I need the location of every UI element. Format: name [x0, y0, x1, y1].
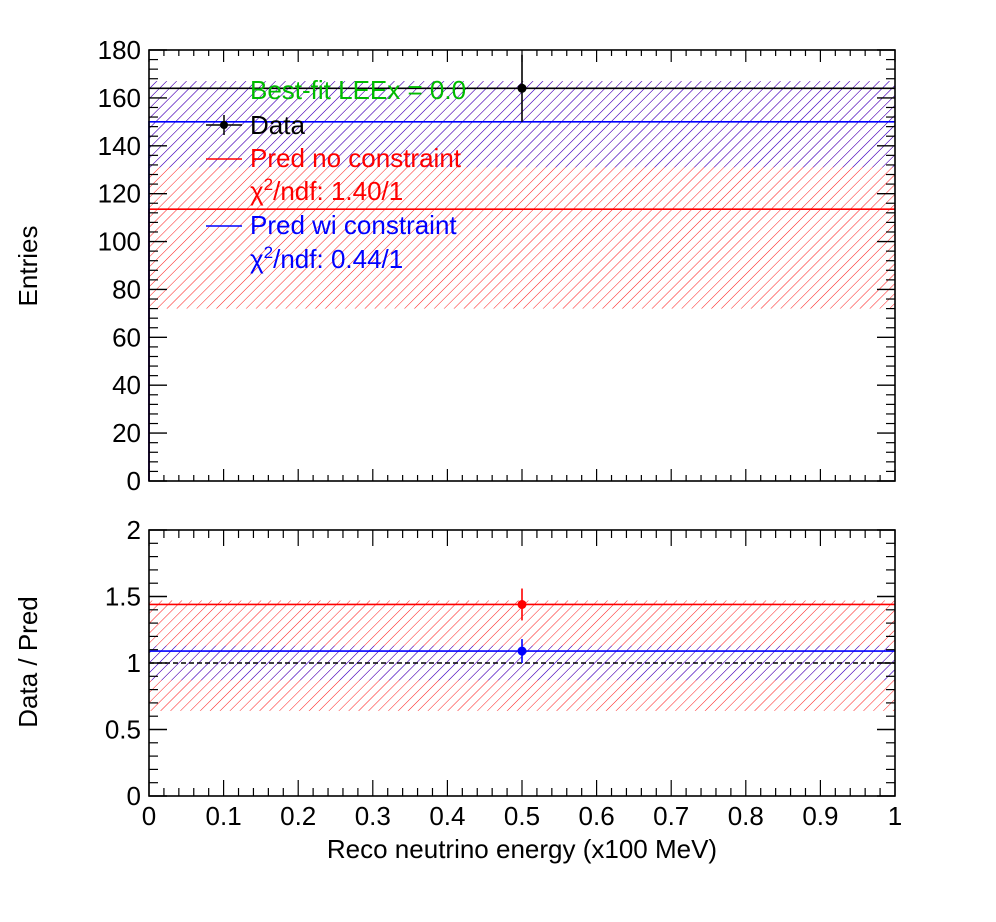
bottom-panel: 0 0.5 1 1.5 2 0 0.1 0.2 0.3 0.4 0.5 0.6 0.7 0.8 0.9 1 D…: [13, 515, 902, 864]
top-y-tick-label: 20: [112, 418, 141, 448]
x-tick-label: 0: [142, 801, 156, 831]
legend-wi-constraint-label: Pred wi constraint: [250, 210, 457, 240]
x-tick-label: 0.9: [802, 801, 838, 831]
data-point: [517, 83, 527, 93]
legend-wi-constraint-chi2: χ2/ndf: 0.44/1: [250, 243, 403, 274]
bottom-y-tick-label: 1.5: [105, 582, 141, 612]
top-y-tick-label: 140: [98, 131, 141, 161]
top-y-tick-label: 60: [112, 322, 141, 352]
top-y-tick-label: 0: [127, 466, 141, 496]
bottom-y-tick-label: 0: [127, 781, 141, 811]
top-y-axis-label: Entries: [13, 226, 43, 307]
legend-no-constraint-label: Pred no constraint: [250, 143, 462, 173]
bottom-y-tick-label: 0.5: [105, 715, 141, 745]
x-tick-label: 0.7: [653, 801, 689, 831]
legend-data-marker: [206, 115, 242, 135]
x-tick-label: 0.3: [355, 801, 391, 831]
top-y-tick-label: 160: [98, 83, 141, 113]
x-tick-label: 1: [888, 801, 902, 831]
top-y-tick-label: 120: [98, 179, 141, 209]
ratio-no-constraint-point: [517, 599, 527, 609]
ratio-wi-constraint-point: [517, 646, 527, 656]
bottom-y-tick-label: 1: [127, 648, 141, 678]
x-tick-label: 0.6: [579, 801, 615, 831]
x-tick-label: 0.8: [728, 801, 764, 831]
x-tick-label: 0.2: [280, 801, 316, 831]
bottom-y-tick-label: 2: [127, 515, 141, 545]
x-tick-label: 0.4: [429, 801, 465, 831]
top-y-tick-label: 80: [112, 274, 141, 304]
top-y-tick-label: 180: [98, 35, 141, 65]
x-tick-label: 0.1: [206, 801, 242, 831]
legend: Best-fit LEEx = 0.0 Data Pred no constra…: [206, 75, 466, 274]
x-tick-label: 0.5: [504, 801, 540, 831]
legend-annotation: Best-fit LEEx = 0.0: [250, 75, 466, 105]
x-axis-label: Reco neutrino energy (x100 MeV): [327, 834, 717, 864]
top-y-tick-label: 100: [98, 227, 141, 257]
legend-no-constraint-chi2: χ2/ndf: 1.40/1: [250, 175, 403, 206]
legend-data-label: Data: [250, 110, 305, 140]
top-panel: 0 20 40 60 80 100 120 140 160 180 Entries Best-fi…: [13, 35, 896, 496]
top-y-tick-label: 40: [112, 370, 141, 400]
bottom-y-axis-label: Data / Pred: [13, 596, 43, 728]
